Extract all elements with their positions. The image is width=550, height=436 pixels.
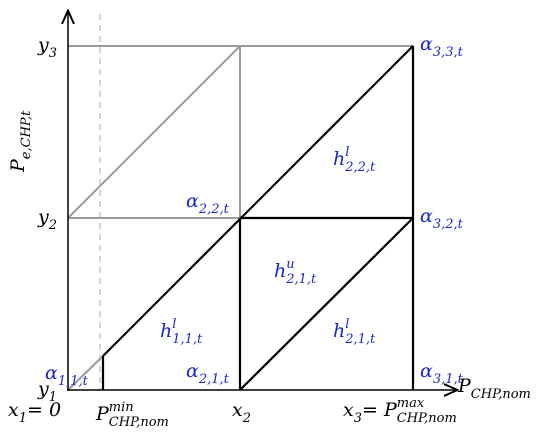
- x-tick-sub: CHP,nom: [109, 415, 169, 430]
- gray-grid: [67, 45, 413, 391]
- region-label-sup: u: [286, 257, 294, 272]
- region-label-sup: l: [345, 145, 349, 160]
- axis-label-text: P: [7, 158, 29, 173]
- y-tick-sub: 2: [48, 218, 57, 233]
- point-label-text: α: [186, 190, 199, 212]
- region-label-sup: l: [172, 317, 176, 332]
- x-tick-sup: max: [397, 396, 425, 411]
- region-label-sub: 1,1,t: [172, 332, 203, 347]
- point-label: α 1,1,t: [45, 362, 89, 389]
- region-label-text: h: [274, 260, 286, 282]
- point-label-text: α: [420, 205, 433, 227]
- axis-label: Pe,CHP,t: [7, 110, 34, 173]
- x-tick-text: = P: [362, 399, 398, 421]
- y-tick-sub: 1: [49, 390, 57, 405]
- x-tick-text: = 0: [27, 399, 61, 421]
- x-tick-text: P: [95, 403, 110, 425]
- point-label: α 2,2,t: [186, 190, 230, 217]
- region-label: h l2,1,t: [333, 317, 376, 347]
- point-label-text: α: [420, 33, 433, 55]
- axis-label: P CHP,nom: [457, 375, 531, 402]
- axis-label-text: P: [457, 375, 472, 397]
- y-tick-sub: 3: [49, 46, 57, 61]
- x-tick-sub: 2: [242, 411, 251, 426]
- region-label: h l2,2,t: [333, 145, 376, 175]
- region-label-sub: 2,2,t: [344, 160, 376, 175]
- point-label-sub: 2,1,t: [198, 372, 230, 387]
- point-label-text: α: [186, 360, 199, 382]
- region-label-text: h: [333, 148, 345, 170]
- y-axis-title: Pe,CHP,t: [7, 110, 34, 173]
- x-tick-text: x: [232, 399, 243, 421]
- point-label-text: α: [45, 362, 58, 384]
- region-label: h l1,1,t: [160, 317, 203, 347]
- region-label-text: h: [160, 320, 172, 342]
- y-tick-text: y: [37, 378, 49, 400]
- x-tick-text: x: [343, 399, 354, 421]
- x-tick-sub: 3: [354, 411, 362, 426]
- axis-label-sub: e,CHP,t: [19, 110, 34, 159]
- point-label-sub: 2,2,t: [198, 202, 230, 217]
- x-tick-text: x: [8, 399, 19, 421]
- region-label-text: h: [333, 320, 345, 342]
- point-label-sub: 3,3,t: [433, 45, 464, 60]
- point-label-sub: 1,1,t: [58, 374, 89, 389]
- region-label: h u2,1,t: [274, 257, 317, 287]
- x-tick-sub: 1: [19, 411, 27, 426]
- black-grid: [101, 45, 415, 391]
- axis-label-sub: CHP,nom: [471, 387, 531, 402]
- y-tick-text: y: [37, 34, 49, 56]
- point-label: α 3,3,t: [420, 33, 464, 60]
- x-tick-sub: CHP,nom: [397, 411, 457, 426]
- point-label-sub: 3,2,t: [433, 217, 464, 232]
- point-label-sub: 3,1,t: [433, 372, 464, 387]
- region-label-sub: 2,1,t: [285, 272, 317, 287]
- point-label: α 3,1,t: [420, 360, 464, 387]
- region-label-sup: l: [345, 317, 349, 332]
- region-label-sub: 2,1,t: [344, 332, 376, 347]
- x-tick-sup: min: [109, 400, 134, 415]
- y-tick-text: y: [37, 206, 49, 228]
- point-label: α 2,1,t: [186, 360, 230, 387]
- point-label-text: α: [420, 360, 433, 382]
- point-label: α 3,2,t: [420, 205, 464, 232]
